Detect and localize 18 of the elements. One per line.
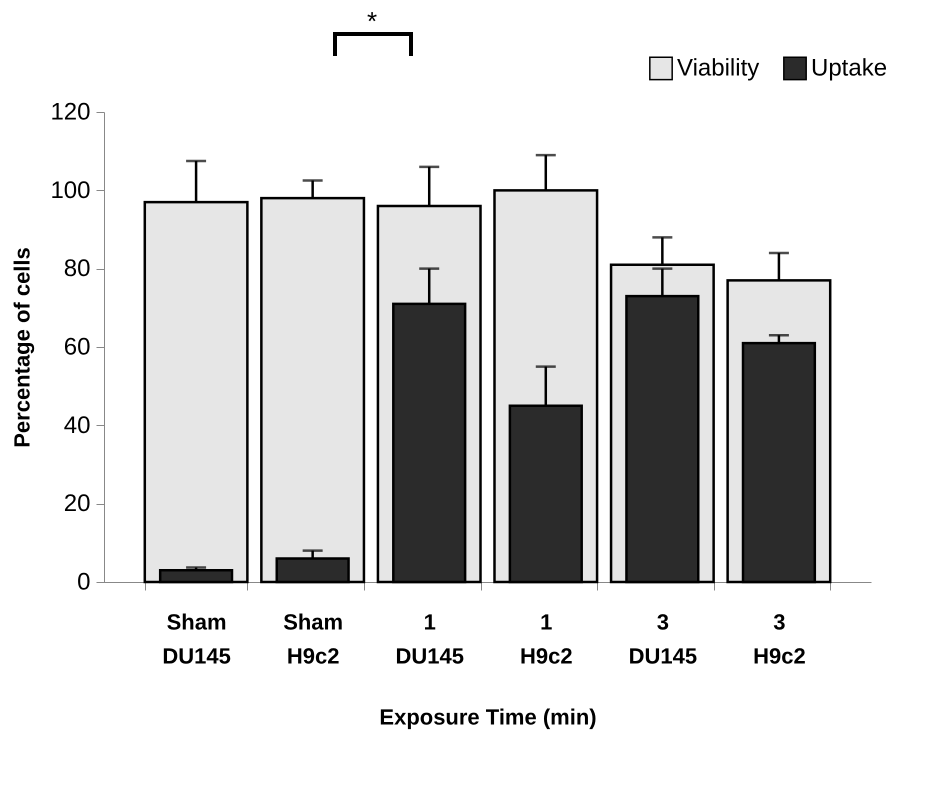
x-tick-label: 1 H9c2 (520, 610, 573, 668)
x-tick-label: Sham DU145 (162, 610, 231, 668)
x-tick-label: 3 H9c2 (753, 610, 806, 668)
legend-label: Viability (677, 54, 760, 82)
legend-label: Uptake (811, 54, 888, 82)
y-tick-label: 20 (64, 490, 90, 518)
x-tick-label: 3 DU145 (628, 610, 698, 668)
y-tick-label: 40 (64, 412, 90, 439)
y-tick-label: 80 (64, 255, 90, 282)
y-tick-label: 60 (64, 334, 90, 360)
x-tick-label: Sham H9c2 (283, 610, 344, 668)
y-tick-label: 0 (77, 568, 90, 596)
x-tick-label: 1 DU145 (395, 610, 464, 668)
text: * (366, 6, 378, 37)
y-tick-label: 120 (50, 98, 90, 126)
y-tick-label: 100 (50, 176, 90, 204)
x-axis-title: Exposure Time (min) (379, 704, 597, 730)
y-axis-title: Percentage of cells (9, 247, 34, 448)
